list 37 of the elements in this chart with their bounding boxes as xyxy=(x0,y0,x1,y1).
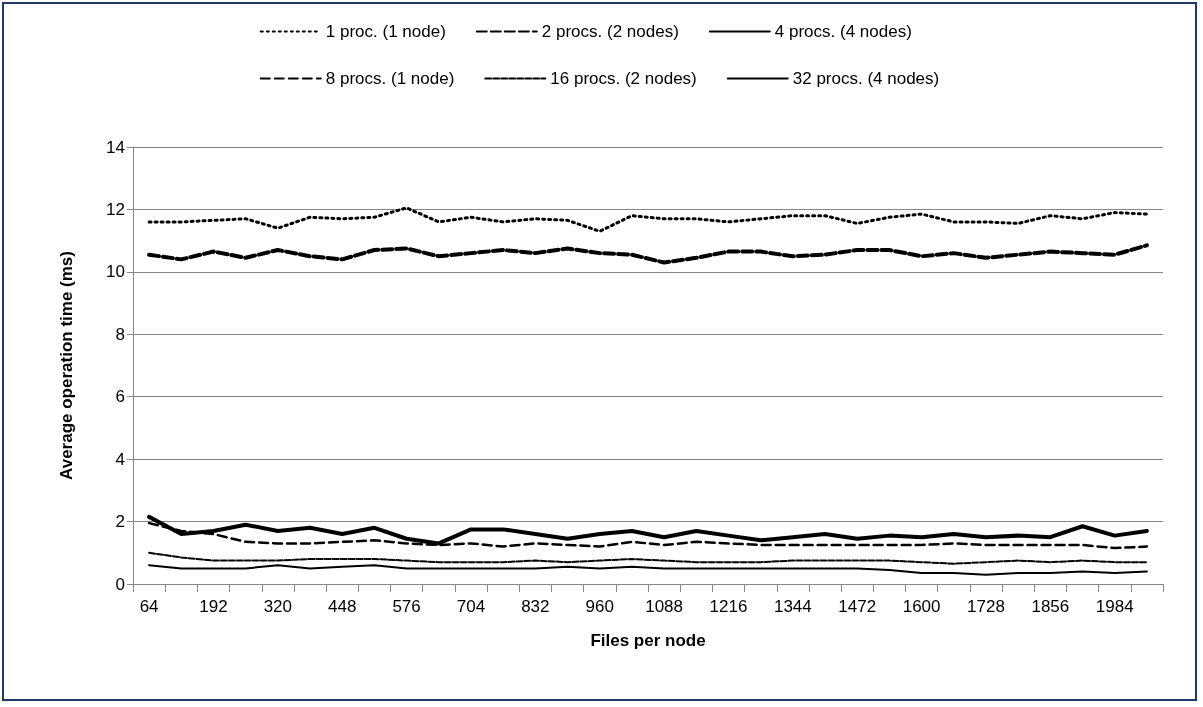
line-series xyxy=(148,551,1148,565)
legend-label: 4 procs. (4 nodes) xyxy=(774,22,912,41)
x-tick-label: 1728 xyxy=(967,597,1005,616)
y-axis-title: Average operation time (ms) xyxy=(57,251,76,480)
line-series xyxy=(148,564,1148,576)
line-series xyxy=(147,243,1149,265)
legend-label: 32 procs. (4 nodes) xyxy=(792,69,940,88)
y-tick-label: 2 xyxy=(115,512,125,532)
legend-label: 16 procs. (2 nodes) xyxy=(550,69,697,88)
x-tick-label: 1856 xyxy=(1031,597,1070,616)
y-tick-label: 6 xyxy=(115,387,125,407)
legend-label: 8 procs. (1 node) xyxy=(325,69,455,88)
y-tick-label: 4 xyxy=(115,449,125,469)
x-tick-label: 1088 xyxy=(645,597,684,616)
line-series xyxy=(147,206,1149,233)
x-tick-label: 1984 xyxy=(1095,597,1134,616)
x-tick-label: 1472 xyxy=(838,597,877,616)
line-series xyxy=(147,514,1149,546)
x-tick-label: 832 xyxy=(521,597,550,616)
y-tick-label: 8 xyxy=(115,324,125,344)
x-axis-title: Files per node xyxy=(590,631,706,650)
x-tick-label: 1600 xyxy=(902,597,941,616)
legend-label: 2 procs. (2 nodes) xyxy=(541,22,679,41)
x-tick-label: 1344 xyxy=(773,597,812,616)
y-tick-label: 0 xyxy=(115,574,125,594)
x-tick-label: 192 xyxy=(199,597,228,616)
x-tick-label: 1216 xyxy=(709,597,748,616)
y-tick-label: 14 xyxy=(106,137,125,157)
y-tick-label: 10 xyxy=(106,262,125,282)
x-tick-label: 576 xyxy=(392,597,421,616)
x-tick-label: 704 xyxy=(456,597,486,616)
y-tick-label: 12 xyxy=(106,199,125,219)
x-tick-label: 320 xyxy=(263,597,293,616)
x-tick-label: 64 xyxy=(139,597,159,616)
legend-label: 1 proc. (1 node) xyxy=(325,22,446,41)
x-tick-label: 448 xyxy=(328,597,357,616)
x-tick-label: 960 xyxy=(585,597,614,616)
